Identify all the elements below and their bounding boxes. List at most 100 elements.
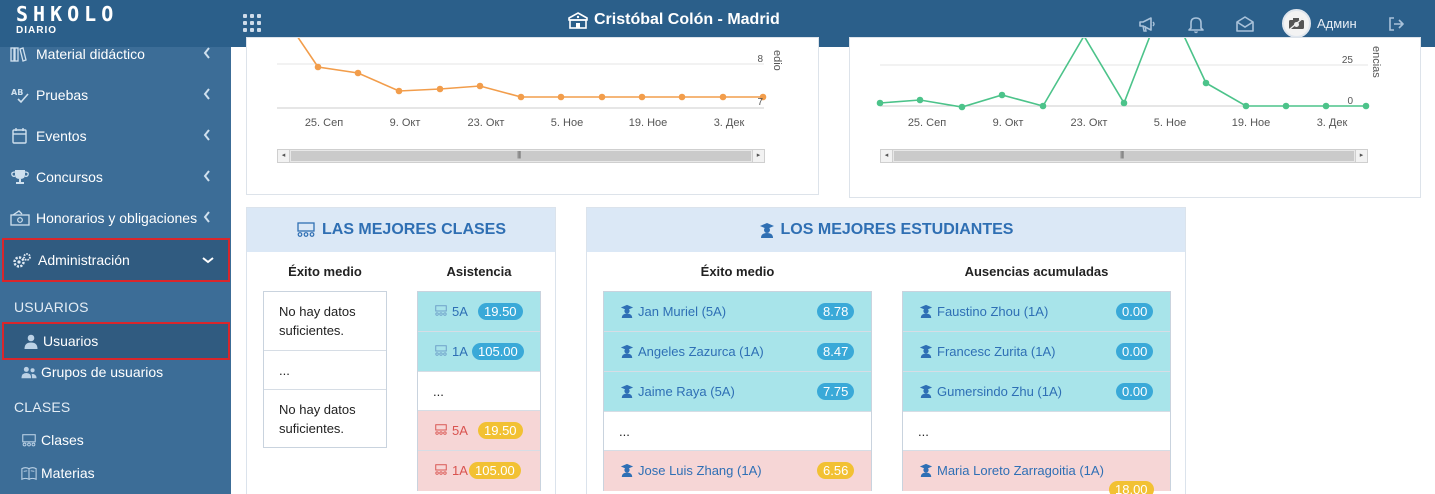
megaphone-icon[interactable] bbox=[1137, 14, 1157, 34]
graduate-icon bbox=[919, 384, 933, 398]
camera-off-icon bbox=[1289, 17, 1304, 30]
logout-icon[interactable] bbox=[1386, 14, 1406, 34]
list-item[interactable]: 5A 19.50 bbox=[418, 292, 540, 332]
list-item: ... bbox=[418, 372, 540, 411]
data-point[interactable] bbox=[876, 99, 884, 107]
student-name: Francesc Zurita (1A) bbox=[937, 344, 1056, 359]
data-point[interactable] bbox=[598, 93, 606, 101]
best-students-panel: LOS MEJORES ESTUDIANTES Éxito medio Ause… bbox=[586, 207, 1186, 494]
x-tick-label: 9. Окт bbox=[993, 117, 1024, 129]
sidebar-subitem-clases[interactable]: Clases bbox=[0, 424, 231, 457]
trophy-icon bbox=[11, 170, 29, 184]
scroll-left-arrow[interactable]: ◂ bbox=[278, 150, 290, 162]
class-name: 5A bbox=[452, 304, 468, 319]
graduate-icon bbox=[919, 463, 933, 477]
app-logo[interactable]: SHKOLO DIARIO bbox=[16, 4, 118, 36]
chart-scrollbar[interactable]: ◂ ||| ▸ bbox=[880, 149, 1368, 163]
data-point[interactable] bbox=[1039, 102, 1047, 110]
list-item[interactable]: 5A 19.50 bbox=[418, 411, 540, 451]
column-header-ausencias: Ausencias acumuladas bbox=[964, 264, 1109, 279]
class-attendance-list: 5A 19.50 1A 105.00 ... 5A 19.50 1A 105.0… bbox=[417, 291, 541, 491]
graduate-icon bbox=[620, 344, 634, 358]
sidebar-item-honorarios[interactable]: Honorarios y obligaciones bbox=[0, 197, 231, 238]
value-badge: 0.00 bbox=[1116, 303, 1154, 320]
scrollbar-thumb[interactable] bbox=[894, 151, 1354, 161]
list-item-text: ... bbox=[279, 363, 290, 378]
user-menu[interactable]: Админ bbox=[1282, 9, 1357, 38]
list-item[interactable]: Gumersindo Zhu (1A) 0.00 bbox=[903, 372, 1170, 412]
value-badge: 8.78 bbox=[817, 303, 855, 320]
sidebar-item-label: Material didáctico bbox=[36, 45, 145, 62]
chevron-left-icon bbox=[203, 211, 210, 223]
sidebar-item-administracion[interactable]: Administración bbox=[2, 238, 230, 282]
list-item[interactable]: Jose Luis Zhang (1A) 6.56 bbox=[604, 451, 871, 491]
scroll-right-arrow[interactable]: ▸ bbox=[752, 150, 764, 162]
scrollbar-grip: ||| bbox=[517, 150, 521, 159]
data-point[interactable] bbox=[1120, 99, 1128, 107]
bell-icon[interactable] bbox=[1186, 14, 1206, 34]
data-point[interactable] bbox=[678, 93, 686, 101]
sidebar-item-eventos[interactable]: Eventos bbox=[0, 115, 231, 156]
data-point[interactable] bbox=[998, 91, 1006, 99]
data-point[interactable] bbox=[638, 93, 646, 101]
graduate-icon bbox=[919, 304, 933, 318]
list-item[interactable]: Francesc Zurita (1A) 0.00 bbox=[903, 332, 1170, 372]
student-name: Jan Muriel (5A) bbox=[638, 304, 727, 319]
value-badge: 19.50 bbox=[478, 303, 523, 320]
list-item-text: ... bbox=[918, 424, 929, 439]
chart-scrollbar[interactable]: ◂ ||| ▸ bbox=[277, 149, 765, 163]
data-point[interactable] bbox=[557, 93, 565, 101]
calendar-icon bbox=[12, 128, 27, 144]
list-item[interactable]: Faustino Zhou (1A) 0.00 bbox=[903, 292, 1170, 332]
apps-grid-icon[interactable] bbox=[243, 14, 261, 32]
data-point[interactable] bbox=[436, 85, 444, 93]
list-item[interactable]: Maria Loreto Zarragoitia (1A) 18.00 bbox=[903, 451, 1170, 494]
envelope-icon[interactable] bbox=[1235, 14, 1255, 34]
list-item-text: ... bbox=[619, 424, 630, 439]
data-point[interactable] bbox=[517, 93, 525, 101]
sidebar-subitem-grupos[interactable]: Grupos de usuarios bbox=[0, 356, 231, 389]
x-tick-label: 5. Ное bbox=[551, 117, 583, 129]
list-item[interactable]: 1A 105.00 bbox=[418, 451, 540, 491]
avatar[interactable] bbox=[1282, 9, 1311, 38]
list-item[interactable]: Jan Muriel (5A) 8.78 bbox=[604, 292, 871, 332]
sidebar-item-material-didactico[interactable]: Material didáctico bbox=[0, 33, 231, 74]
best-classes-header: LAS MEJORES CLASES bbox=[247, 208, 555, 252]
ab-test-icon: AB bbox=[11, 88, 29, 104]
sidebar-item-concursos[interactable]: Concursos bbox=[0, 156, 231, 197]
data-point[interactable] bbox=[1362, 102, 1370, 110]
school-building-icon bbox=[568, 11, 588, 29]
data-point[interactable] bbox=[958, 103, 966, 111]
data-point[interactable] bbox=[1242, 102, 1250, 110]
y-tick-label: 25 bbox=[1342, 55, 1354, 66]
student-name: Jose Luis Zhang (1A) bbox=[638, 463, 762, 478]
user-name: Админ bbox=[1317, 16, 1357, 31]
student-name: Maria Loreto Zarragoitia (1A) bbox=[937, 463, 1104, 478]
y-tick-label: 0 bbox=[1347, 96, 1353, 107]
sidebar-subitem-label: Usuarios bbox=[43, 333, 99, 349]
column-header-exito: Éxito medio bbox=[288, 264, 362, 279]
scrollbar-thumb[interactable] bbox=[291, 151, 751, 161]
list-item[interactable]: Angeles Zazurca (1A) 8.47 bbox=[604, 332, 871, 372]
data-point[interactable] bbox=[1322, 102, 1330, 110]
list-item[interactable]: 1A 105.00 bbox=[418, 332, 540, 372]
scroll-left-arrow[interactable]: ◂ bbox=[881, 150, 893, 162]
sidebar-subitem-usuarios[interactable]: Usuarios bbox=[2, 322, 230, 360]
sidebar-item-pruebas[interactable]: AB Pruebas bbox=[0, 74, 231, 115]
data-point[interactable] bbox=[719, 93, 727, 101]
data-point[interactable] bbox=[1202, 79, 1210, 87]
list-item[interactable]: Jaime Raya (5A) 7.75 bbox=[604, 372, 871, 412]
data-point[interactable] bbox=[759, 93, 767, 101]
data-point[interactable] bbox=[314, 63, 322, 71]
sidebar-item-label: Pruebas bbox=[36, 86, 89, 103]
logo-subtitle: DIARIO bbox=[16, 25, 57, 36]
scroll-right-arrow[interactable]: ▸ bbox=[1355, 150, 1367, 162]
sidebar-subitem-label: Clases bbox=[41, 432, 84, 448]
class-name: 5A bbox=[452, 423, 468, 438]
data-point[interactable] bbox=[916, 96, 924, 104]
data-point[interactable] bbox=[354, 69, 362, 77]
data-point[interactable] bbox=[1282, 102, 1290, 110]
sidebar-subitem-materias[interactable]: Materias bbox=[0, 457, 231, 490]
data-point[interactable] bbox=[476, 82, 484, 90]
data-point[interactable] bbox=[395, 87, 403, 95]
